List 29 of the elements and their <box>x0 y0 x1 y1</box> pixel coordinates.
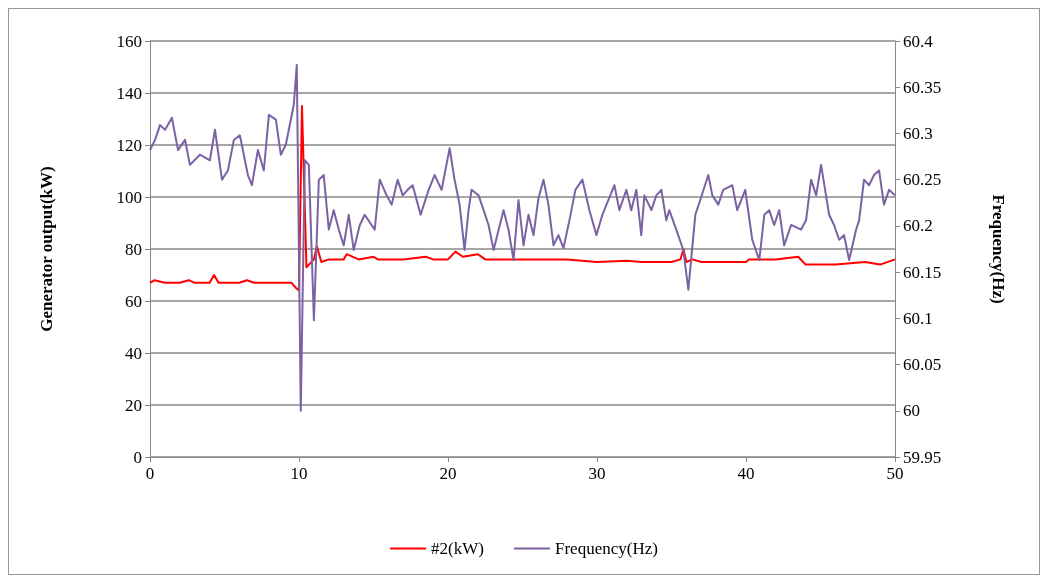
legend-label: Frequency(Hz) <box>554 539 658 558</box>
y-tick-label: 120 <box>116 135 142 155</box>
y-tick-label: 140 <box>116 83 142 103</box>
y-tick-label: 60 <box>125 291 142 311</box>
legend-label: #2(kW) <box>431 539 484 558</box>
y2-tick-label: 60.4 <box>903 31 934 51</box>
y2-tick-label: 60.35 <box>903 77 942 97</box>
y-tick-label: 100 <box>116 187 142 207</box>
x-tick-label: 40 <box>737 464 755 483</box>
y2-tick-label: 60.25 <box>903 170 942 190</box>
x-tick-label: 30 <box>588 464 606 483</box>
y2-tick-label: 60.2 <box>903 216 933 236</box>
y-tick-label: 20 <box>125 395 142 415</box>
y2-tick-label: 60.3 <box>903 123 933 143</box>
y-tick-label: 40 <box>125 343 142 363</box>
x-tick-label: 20 <box>439 464 457 483</box>
y2-tick-label: 60.15 <box>903 262 942 282</box>
y2-axis-title: Frequency(Hz) <box>989 194 1008 304</box>
y2-tick-label: 60.1 <box>903 308 933 328</box>
x-tick-label: 50 <box>886 464 904 483</box>
y2-tick-label: 60 <box>903 401 920 421</box>
x-tick-label: 0 <box>145 464 155 483</box>
y2-tick-label: 60.05 <box>903 355 942 375</box>
y-axis-title: Generator output(kW) <box>37 166 56 332</box>
y-tick-label: 0 <box>133 447 142 467</box>
x-tick-label: 10 <box>290 464 308 483</box>
y-tick-label: 80 <box>125 239 142 259</box>
y-tick-label: 160 <box>116 31 142 51</box>
y2-tick-label: 59.95 <box>903 447 942 467</box>
